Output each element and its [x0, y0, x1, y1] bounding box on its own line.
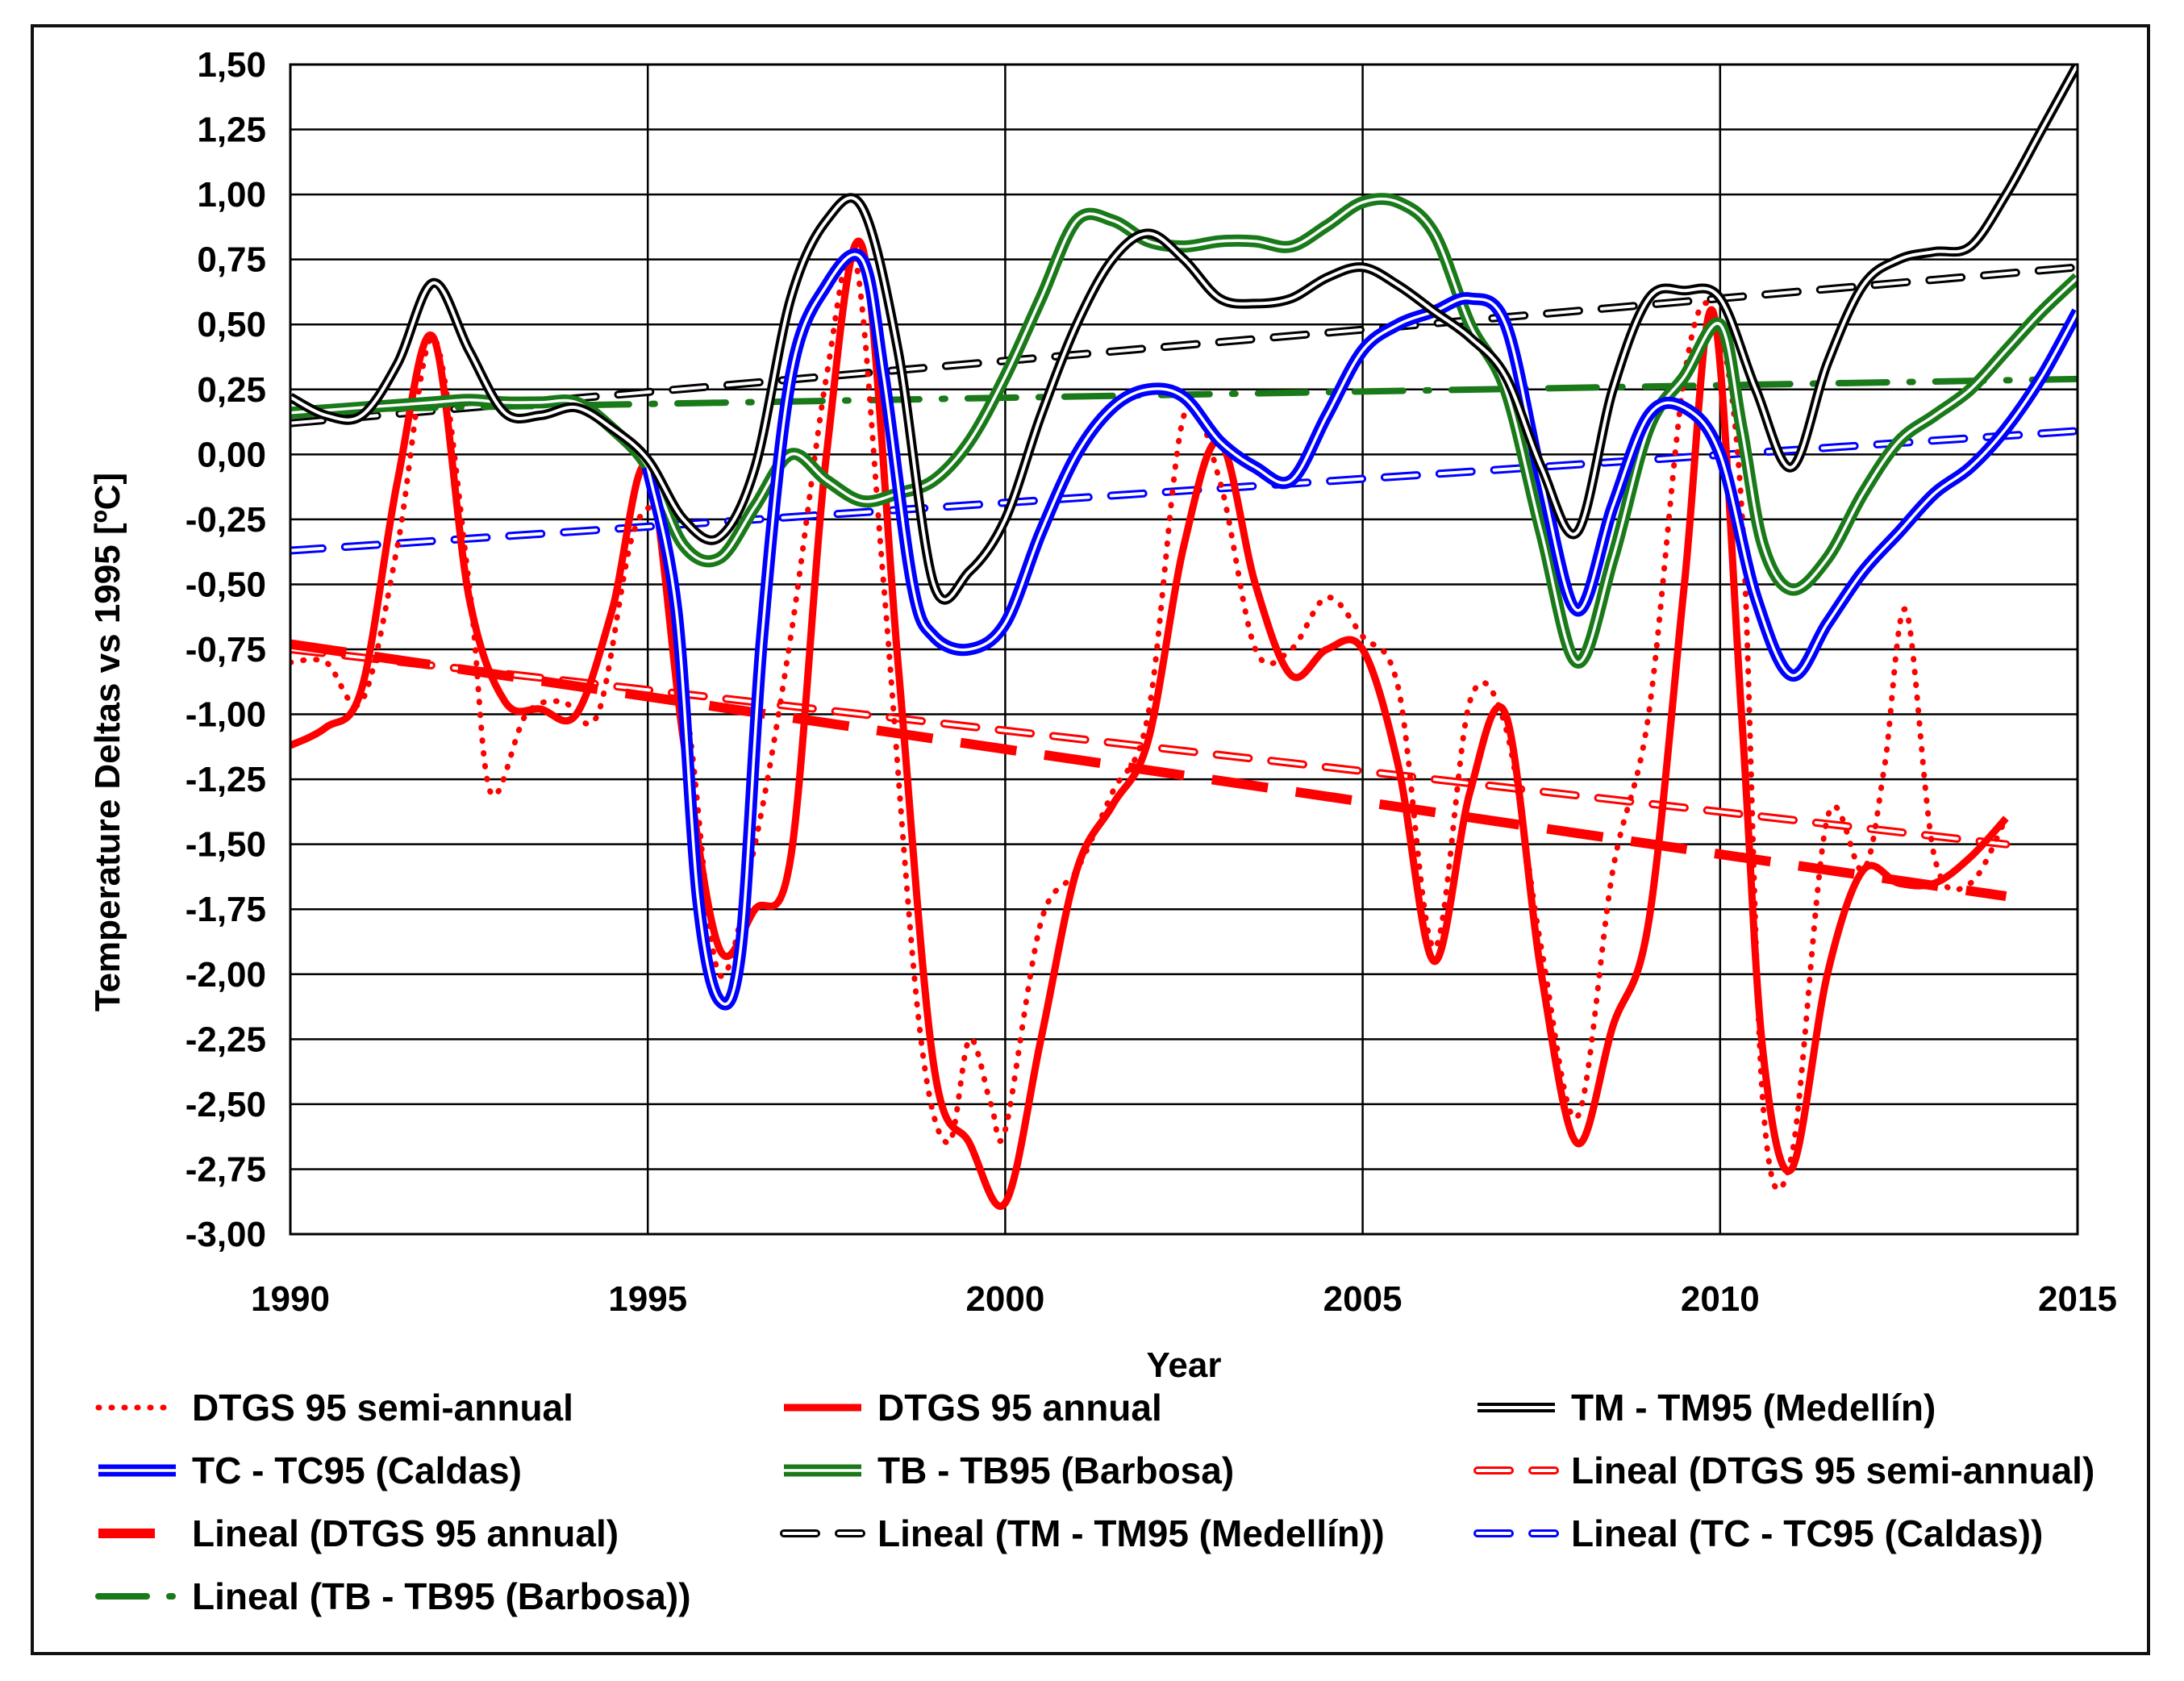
y-tick-label: 0,75 [197, 240, 266, 280]
y-tick-label: 0,00 [197, 435, 266, 474]
y-tick-label: -2,75 [185, 1149, 266, 1189]
series-line [290, 639, 2007, 902]
legend-label: Lineal (DTGS 95 annual) [192, 1512, 619, 1554]
legend-item: TM - TM95 (Medellín) [1478, 1387, 1936, 1429]
plot-area [289, 63, 2079, 1236]
x-tick-label: 1995 [608, 1279, 687, 1319]
legend-label: Lineal (DTGS 95 semi-annual) [1571, 1449, 2094, 1491]
y-axis-ticks: 1,50 1,25 1,00 0,75 0,50 0,25 0,00 -0,25 -0,50 -0… [185, 45, 266, 1254]
y-tick-label: 1,00 [197, 175, 266, 215]
legend-item: Lineal (DTGS 95 semi-annual) [1473, 1449, 2094, 1491]
legend-item: Lineal (TB - TB95 (Barbosa)) [95, 1575, 691, 1617]
legend-label: Lineal (TM - TM95 (Medellín)) [877, 1512, 1385, 1554]
x-tick-label: 2005 [1323, 1279, 1403, 1319]
x-axis-ticks: 1990 1995 2000 2005 2010 2015 [251, 1279, 2117, 1319]
legend-label: TM - TM95 (Medellín) [1571, 1387, 1936, 1429]
series-line [290, 265, 2078, 425]
y-tick-label: -1,00 [185, 695, 266, 735]
legend-label: TB - TB95 (Barbosa) [877, 1449, 1234, 1491]
y-tick-label: -2,00 [185, 955, 266, 995]
y-axis-title: Temperature Deltas vs 1995 [ºC] [88, 473, 127, 1012]
y-tick-label: -2,25 [185, 1020, 266, 1059]
legend-item: DTGS 95 semi-annual [95, 1387, 573, 1429]
y-tick-label: 0,50 [197, 305, 266, 344]
y-tick-label: -0,25 [185, 500, 266, 540]
legend-item: Lineal (TM - TM95 (Medellín)) [780, 1512, 1385, 1554]
y-tick-label: -3,00 [185, 1215, 266, 1254]
series-line [290, 65, 2078, 602]
y-tick-label: -2,50 [185, 1085, 266, 1124]
series-lin_dtgs_annual [290, 639, 2007, 902]
x-axis-title: Year [1147, 1345, 1222, 1385]
legend-item: TC - TC95 (Caldas) [98, 1449, 522, 1491]
y-tick-label: 1,50 [197, 45, 266, 85]
x-tick-label: 2000 [965, 1279, 1044, 1319]
x-tick-label: 2015 [2038, 1279, 2117, 1319]
y-tick-label: 1,25 [197, 111, 266, 150]
series-tm [290, 65, 2078, 605]
y-tick-label: 0,25 [197, 370, 266, 410]
series-layer [290, 65, 2078, 1210]
x-tick-label: 2010 [1681, 1279, 1760, 1319]
legend-item: DTGS 95 annual [784, 1387, 1162, 1429]
series-line [646, 252, 2078, 1006]
legend-item: TB - TB95 (Barbosa) [784, 1449, 1234, 1491]
legend-label: DTGS 95 semi-annual [192, 1387, 573, 1429]
series-lin_tm [290, 263, 2078, 428]
legend-label: DTGS 95 annual [877, 1387, 1162, 1429]
series-dtgs_semi [290, 248, 2009, 1193]
y-tick-label: -0,75 [185, 630, 266, 669]
legend-item: Lineal (DTGS 95 annual) [98, 1512, 619, 1554]
y-tick-label: -1,25 [185, 760, 266, 799]
legend-item: Lineal (TC - TC95 (Caldas)) [1473, 1512, 2043, 1554]
chart-frame [31, 24, 2150, 1655]
legend-label: TC - TC95 (Caldas) [192, 1449, 522, 1491]
legend: DTGS 95 semi-annual DTGS 95 annual TM - TM… [95, 1387, 2094, 1617]
y-tick-label: -1,50 [185, 825, 266, 865]
legend-label: Lineal (TC - TC95 (Caldas)) [1571, 1512, 2043, 1554]
y-tick-label: -0,50 [185, 565, 266, 604]
series-tc [641, 248, 2078, 1011]
series-line [290, 248, 2009, 1193]
y-tick-label: -1,75 [185, 890, 266, 929]
legend-label: Lineal (TB - TB95 (Barbosa)) [192, 1575, 691, 1617]
x-tick-label: 1990 [251, 1279, 330, 1319]
